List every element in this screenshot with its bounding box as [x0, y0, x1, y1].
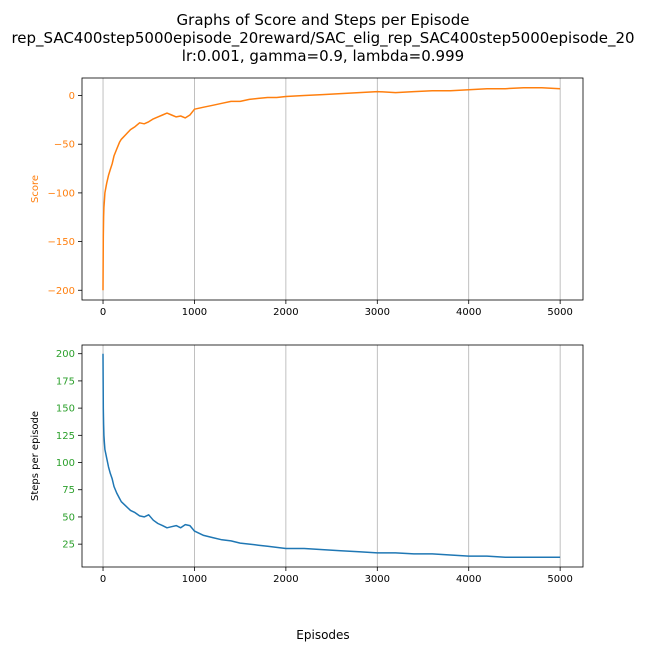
- x-tick-label: 3000: [365, 307, 390, 318]
- score-series-line: [102, 86, 561, 291]
- score-axis-label: Score: [30, 175, 41, 203]
- x-tick-label: 5000: [547, 307, 572, 318]
- y-tick-label: 0: [69, 91, 75, 102]
- plot-frame: [81, 77, 584, 301]
- steps-series-line: [102, 353, 561, 558]
- y-tick-label: 100: [56, 458, 75, 469]
- x-tick-label: 5000: [547, 574, 572, 585]
- title-line-3: lr:0.001, gamma=0.9, lambda=0.999: [182, 47, 464, 65]
- x-tick-label: 0: [100, 307, 106, 318]
- y-tick-label: −200: [48, 286, 75, 297]
- steps-axis-label: Steps per episode: [30, 411, 41, 501]
- score-plot: 0 1000 2000 3000 4000 5000 0 −50 −100 −150 −200 Sco…: [30, 77, 584, 318]
- y-tick-label: 125: [56, 431, 75, 442]
- x-tick-label: 2000: [273, 307, 298, 318]
- x-tick-label: 4000: [456, 307, 481, 318]
- y-tick-label: −150: [48, 237, 75, 248]
- y-tick-label: 25: [62, 540, 75, 551]
- y-tick-label: 175: [56, 376, 75, 387]
- x-tick-label: 0: [100, 574, 106, 585]
- x-tick-label: 2000: [273, 574, 298, 585]
- y-tick-label: −50: [54, 140, 75, 151]
- y-tick-label: −100: [48, 188, 75, 199]
- y-tick-label: 150: [56, 404, 75, 415]
- title-line-1: Graphs of Score and Steps per Episode: [177, 11, 470, 29]
- figure-title: Graphs of Score and Steps per Episoderep…: [11, 11, 634, 65]
- plot-frame: [81, 344, 584, 568]
- x-tick-label: 1000: [182, 307, 207, 318]
- y-tick-label: 200: [56, 349, 75, 360]
- y-tick-label: 50: [62, 512, 75, 523]
- title-line-2: rep_SAC400step5000episode_20reward/SAC_e…: [11, 29, 634, 48]
- x-tick-label: 4000: [456, 574, 481, 585]
- x-tick-label: 3000: [365, 574, 390, 585]
- x-tick-label: 1000: [182, 574, 207, 585]
- steps-plot: 0 1000 2000 3000 4000 5000 25 50 75 100 125 150 175 2…: [30, 344, 584, 585]
- y-tick-label: 75: [62, 485, 75, 496]
- x-axis-label: Episodes: [296, 628, 349, 642]
